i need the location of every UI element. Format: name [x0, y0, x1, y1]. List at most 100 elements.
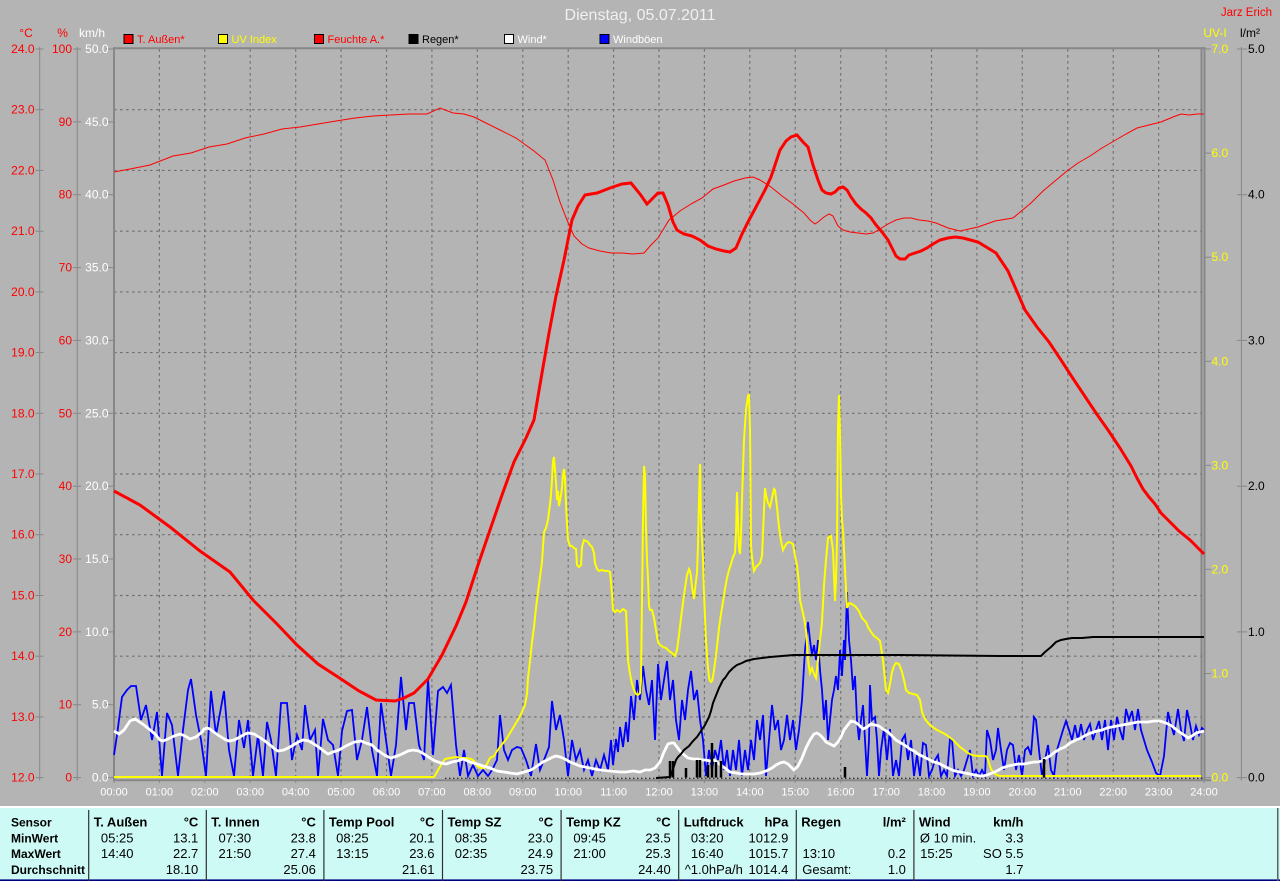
svg-text:°C: °C [656, 815, 671, 830]
svg-text:2.0: 2.0 [1212, 562, 1229, 576]
svg-text:5.0: 5.0 [1212, 250, 1229, 264]
svg-text:Temp KZ: Temp KZ [566, 815, 621, 830]
svg-text:50: 50 [59, 406, 73, 420]
svg-text:08:25: 08:25 [336, 830, 369, 845]
svg-text:21.0: 21.0 [11, 224, 35, 238]
svg-text:0.0: 0.0 [92, 771, 109, 785]
svg-text:l/m²: l/m² [1240, 26, 1260, 40]
svg-text:Regen: Regen [801, 815, 841, 830]
svg-text:13:15: 13:15 [336, 846, 369, 861]
svg-text:50.0: 50.0 [85, 42, 109, 56]
svg-text:1012.9: 1012.9 [749, 830, 789, 845]
svg-text:0.0: 0.0 [1248, 771, 1265, 785]
svg-text:16.0: 16.0 [11, 528, 35, 542]
svg-text:12.0: 12.0 [11, 771, 35, 785]
svg-text:UV-I: UV-I [1203, 26, 1226, 40]
svg-text:Luftdruck: Luftdruck [684, 815, 745, 830]
svg-text:23.0: 23.0 [11, 103, 35, 117]
svg-text:Wind*: Wind* [518, 34, 548, 46]
svg-text:06:00: 06:00 [373, 787, 401, 799]
svg-text:19.0: 19.0 [11, 346, 35, 360]
svg-text:21.61: 21.61 [402, 862, 435, 877]
svg-text:02:00: 02:00 [191, 787, 219, 799]
svg-text:09:45: 09:45 [573, 830, 606, 845]
svg-text:07:30: 07:30 [219, 830, 252, 845]
svg-text:4.0: 4.0 [1248, 188, 1265, 202]
svg-text:Sensor: Sensor [11, 816, 52, 830]
svg-text:T. Innen: T. Innen [211, 815, 259, 830]
svg-text:45.0: 45.0 [85, 115, 109, 129]
svg-text:20: 20 [59, 625, 73, 639]
svg-text:21:00: 21:00 [1054, 787, 1082, 799]
svg-text:°C: °C [19, 26, 33, 40]
svg-text:30: 30 [59, 552, 73, 566]
svg-text:10:00: 10:00 [554, 787, 582, 799]
svg-text:24.9: 24.9 [528, 846, 553, 861]
svg-text:11:00: 11:00 [600, 787, 627, 799]
svg-text:Durchschnitt: Durchschnitt [11, 863, 85, 877]
svg-text:Temp Pool: Temp Pool [329, 815, 394, 830]
svg-text:Windböen: Windböen [613, 34, 663, 46]
svg-text:3.3: 3.3 [1005, 830, 1023, 845]
svg-text:23.75: 23.75 [521, 862, 554, 877]
svg-text:23.8: 23.8 [291, 830, 316, 845]
svg-text:3.0: 3.0 [1248, 333, 1265, 347]
svg-text:^1.0hPa/h: ^1.0hPa/h [685, 862, 743, 877]
svg-text:08:35: 08:35 [455, 830, 488, 845]
svg-text:14.0: 14.0 [11, 649, 35, 663]
svg-text:1.7: 1.7 [1005, 862, 1023, 877]
svg-text:23.6: 23.6 [409, 846, 434, 861]
svg-text:T. Außen*: T. Außen* [137, 34, 185, 46]
svg-text:15:25: 15:25 [920, 846, 953, 861]
svg-text:17.0: 17.0 [11, 467, 35, 481]
svg-text:°C: °C [420, 815, 435, 830]
svg-text:Regen*: Regen* [422, 34, 459, 46]
svg-text:%: % [57, 26, 68, 40]
svg-text:25.06: 25.06 [283, 862, 316, 877]
svg-text:00:00: 00:00 [100, 787, 128, 799]
svg-text:°C: °C [301, 815, 316, 830]
svg-text:14:00: 14:00 [736, 787, 764, 799]
svg-text:05:25: 05:25 [101, 830, 134, 845]
svg-text:27.4: 27.4 [291, 846, 316, 861]
svg-text:23.0: 23.0 [528, 830, 553, 845]
svg-text:18:00: 18:00 [918, 787, 946, 799]
svg-text:20:00: 20:00 [1009, 787, 1037, 799]
svg-text:Gesamt:: Gesamt: [802, 862, 851, 877]
svg-text:1015.7: 1015.7 [749, 846, 789, 861]
svg-text:20.1: 20.1 [409, 830, 434, 845]
svg-text:16:00: 16:00 [827, 787, 855, 799]
svg-text:40: 40 [59, 479, 73, 493]
svg-text:4.0: 4.0 [1212, 354, 1229, 368]
svg-text:5.0: 5.0 [1248, 42, 1265, 56]
svg-text:0.2: 0.2 [888, 846, 906, 861]
svg-text:30.0: 30.0 [85, 333, 109, 347]
svg-text:70: 70 [59, 261, 73, 275]
svg-text:23.5: 23.5 [645, 830, 670, 845]
svg-text:km/h: km/h [79, 26, 105, 40]
svg-text:1.0: 1.0 [1248, 625, 1265, 639]
svg-text:15.0: 15.0 [85, 552, 109, 566]
svg-text:Ø 10 min.: Ø 10 min. [920, 830, 976, 845]
svg-text:13.0: 13.0 [11, 710, 35, 724]
svg-text:l/m²: l/m² [883, 815, 907, 830]
svg-text:16:40: 16:40 [691, 846, 724, 861]
svg-text:01:00: 01:00 [146, 787, 174, 799]
svg-text:03:20: 03:20 [691, 830, 724, 845]
svg-text:04:00: 04:00 [282, 787, 310, 799]
svg-text:hPa: hPa [764, 815, 789, 830]
svg-text:07:00: 07:00 [418, 787, 446, 799]
svg-text:24.0: 24.0 [11, 42, 35, 56]
svg-text:100: 100 [52, 42, 72, 56]
svg-text:22:00: 22:00 [1099, 787, 1127, 799]
svg-text:25.0: 25.0 [85, 406, 109, 420]
svg-text:0.0: 0.0 [1212, 771, 1229, 785]
svg-text:MinWert: MinWert [11, 831, 58, 845]
svg-text:Feuchte A.*: Feuchte A.* [328, 34, 386, 46]
svg-text:Dienstag, 05.07.2011: Dienstag, 05.07.2011 [565, 7, 716, 24]
svg-text:3.0: 3.0 [1212, 458, 1229, 472]
svg-text:02:35: 02:35 [455, 846, 488, 861]
svg-text:15:00: 15:00 [781, 787, 809, 799]
svg-text:km/h: km/h [993, 815, 1023, 830]
svg-text:21:50: 21:50 [219, 846, 252, 861]
